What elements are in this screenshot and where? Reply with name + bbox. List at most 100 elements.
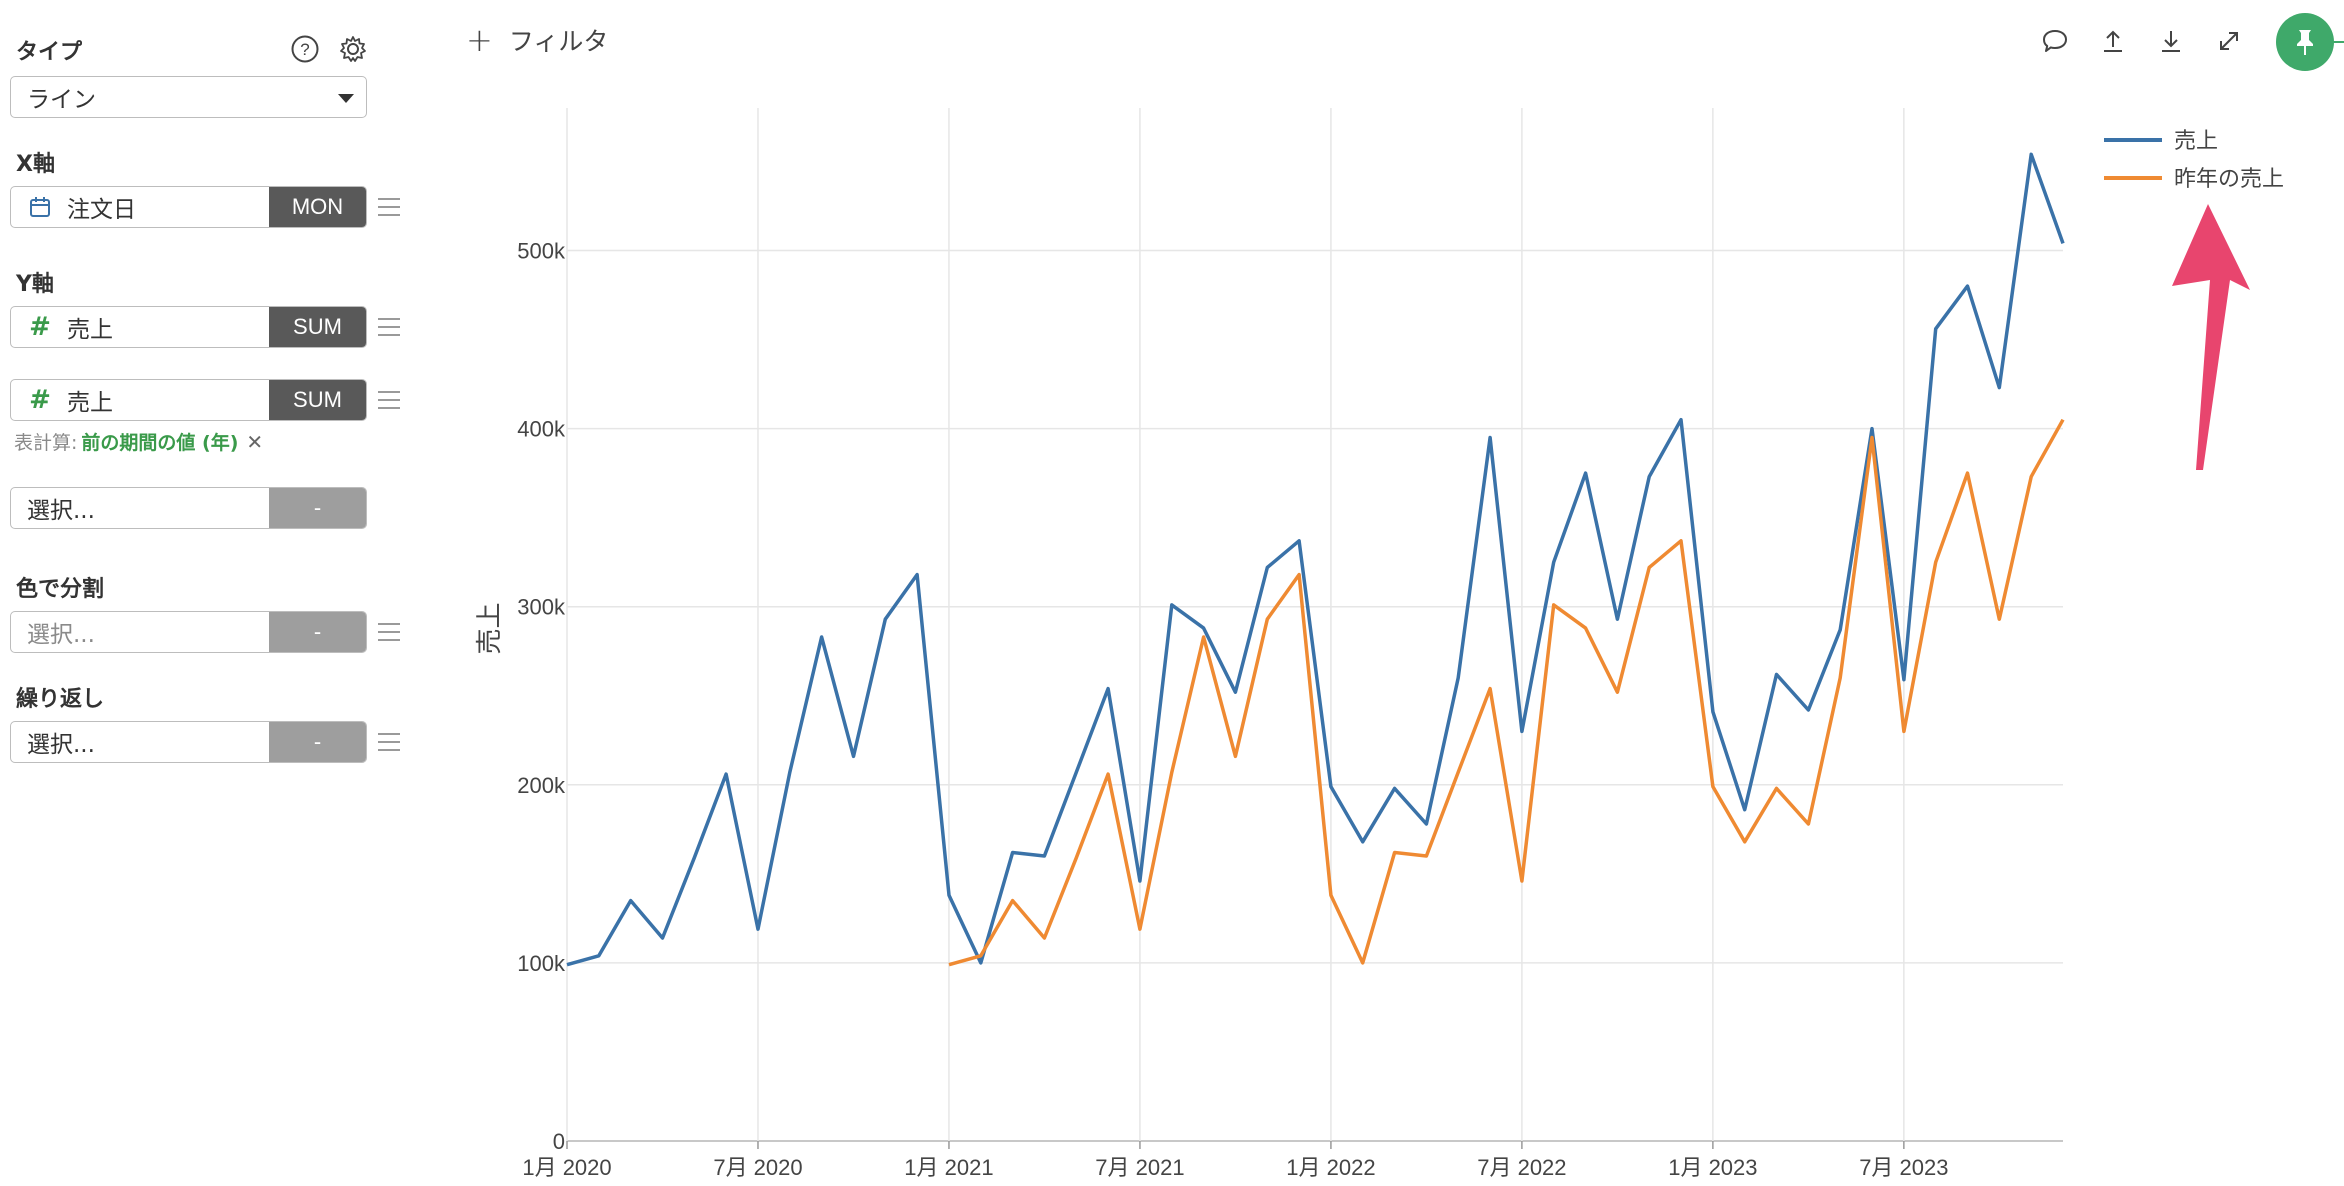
data-point[interactable] bbox=[2025, 148, 2037, 160]
y-axis-field-2-menu-icon[interactable] bbox=[378, 391, 400, 409]
comment-icon[interactable] bbox=[2038, 24, 2072, 58]
repeat-menu-icon[interactable] bbox=[378, 733, 400, 751]
data-point[interactable] bbox=[1898, 725, 1910, 737]
data-point[interactable] bbox=[1420, 850, 1432, 862]
data-point[interactable] bbox=[1293, 535, 1305, 547]
data-point[interactable] bbox=[1038, 850, 1050, 862]
data-point[interactable] bbox=[1166, 766, 1178, 778]
data-point[interactable] bbox=[816, 631, 828, 643]
data-point[interactable] bbox=[752, 923, 764, 935]
data-point[interactable] bbox=[1452, 672, 1464, 684]
data-point[interactable] bbox=[1484, 431, 1496, 443]
data-point[interactable] bbox=[1007, 895, 1019, 907]
data-point[interactable] bbox=[1643, 562, 1655, 574]
data-point[interactable] bbox=[1516, 875, 1528, 887]
data-point[interactable] bbox=[1802, 704, 1814, 716]
data-point[interactable] bbox=[1134, 875, 1146, 887]
y-axis-add-field[interactable]: 選択... - bbox=[10, 487, 367, 529]
data-point[interactable] bbox=[688, 852, 700, 864]
data-point[interactable] bbox=[1580, 622, 1592, 634]
data-point[interactable] bbox=[1357, 836, 1369, 848]
data-point[interactable] bbox=[1484, 683, 1496, 695]
remove-calculation-icon[interactable]: ✕ bbox=[246, 429, 264, 454]
data-point[interactable] bbox=[1070, 852, 1082, 864]
data-point[interactable] bbox=[2057, 414, 2069, 426]
data-point[interactable] bbox=[1739, 836, 1751, 848]
data-point[interactable] bbox=[1739, 804, 1751, 816]
data-point[interactable] bbox=[1102, 768, 1114, 780]
add-filter-button[interactable]: + フィルタ bbox=[466, 22, 608, 58]
color-split-aggregation[interactable]: - bbox=[269, 612, 366, 652]
data-point[interactable] bbox=[1038, 932, 1050, 944]
color-split-menu-icon[interactable] bbox=[378, 623, 400, 641]
data-point[interactable] bbox=[1611, 686, 1623, 698]
series-line-2[interactable] bbox=[948, 418, 2065, 967]
data-point[interactable] bbox=[1548, 599, 1560, 611]
repeat-aggregation[interactable]: - bbox=[269, 722, 366, 762]
data-point[interactable] bbox=[1389, 846, 1401, 858]
data-point[interactable] bbox=[1229, 686, 1241, 698]
data-point[interactable] bbox=[1866, 431, 1878, 443]
data-point[interactable] bbox=[975, 950, 987, 962]
data-point[interactable] bbox=[1675, 535, 1687, 547]
data-point[interactable] bbox=[1707, 781, 1719, 793]
data-point[interactable] bbox=[943, 959, 955, 971]
data-point[interactable] bbox=[1261, 562, 1273, 574]
expand-icon[interactable] bbox=[2212, 24, 2246, 58]
data-point[interactable] bbox=[625, 895, 637, 907]
data-point[interactable] bbox=[1070, 766, 1082, 778]
x-axis-aggregation[interactable]: MON bbox=[269, 187, 366, 227]
data-point[interactable] bbox=[1802, 818, 1814, 830]
y-axis-field-1-menu-icon[interactable] bbox=[378, 318, 400, 336]
data-point[interactable] bbox=[943, 889, 955, 901]
color-split-field[interactable]: 選択... - bbox=[10, 611, 367, 653]
chart-type-select[interactable]: ライン bbox=[10, 76, 367, 118]
data-point[interactable] bbox=[1707, 706, 1719, 718]
x-axis-field[interactable]: 注文日 MON bbox=[10, 186, 367, 228]
data-point[interactable] bbox=[656, 932, 668, 944]
upload-icon[interactable] bbox=[2096, 24, 2130, 58]
data-point[interactable] bbox=[1166, 599, 1178, 611]
data-point[interactable] bbox=[561, 959, 573, 971]
data-point[interactable] bbox=[1930, 556, 1942, 568]
data-point[interactable] bbox=[911, 569, 923, 581]
data-point[interactable] bbox=[1325, 889, 1337, 901]
data-point[interactable] bbox=[1007, 846, 1019, 858]
data-point[interactable] bbox=[1198, 631, 1210, 643]
data-point[interactable] bbox=[1420, 818, 1432, 830]
data-point[interactable] bbox=[1102, 683, 1114, 695]
data-point[interactable] bbox=[1261, 613, 1273, 625]
table-calculation-value[interactable]: 前の期間の値 (年) bbox=[81, 432, 239, 454]
x-axis-menu-icon[interactable] bbox=[378, 198, 400, 216]
legend-label[interactable]: 売上 bbox=[2174, 129, 2218, 154]
data-point[interactable] bbox=[1229, 750, 1241, 762]
data-point[interactable] bbox=[1675, 414, 1687, 426]
data-point[interactable] bbox=[720, 768, 732, 780]
y-axis-field-2-aggregation[interactable]: SUM bbox=[269, 380, 366, 420]
repeat-field[interactable]: 選択... - bbox=[10, 721, 367, 763]
help-icon[interactable]: ? bbox=[288, 32, 322, 66]
download-icon[interactable] bbox=[2154, 24, 2188, 58]
data-point[interactable] bbox=[1771, 782, 1783, 794]
data-point[interactable] bbox=[1293, 569, 1305, 581]
data-point[interactable] bbox=[1611, 613, 1623, 625]
data-point[interactable] bbox=[1134, 923, 1146, 935]
y-axis-field-1[interactable]: # 売上 SUM bbox=[10, 306, 367, 348]
y-axis-field-1-aggregation[interactable]: SUM bbox=[269, 307, 366, 347]
data-point[interactable] bbox=[1357, 957, 1369, 969]
data-point[interactable] bbox=[847, 750, 859, 762]
data-point[interactable] bbox=[1325, 781, 1337, 793]
data-point[interactable] bbox=[1516, 725, 1528, 737]
y-axis-add-aggregation[interactable]: - bbox=[269, 488, 366, 528]
gear-icon[interactable] bbox=[336, 32, 370, 66]
data-point[interactable] bbox=[1548, 556, 1560, 568]
data-point[interactable] bbox=[1389, 782, 1401, 794]
data-point[interactable] bbox=[879, 613, 891, 625]
data-point[interactable] bbox=[1962, 467, 1974, 479]
data-point[interactable] bbox=[593, 950, 605, 962]
data-point[interactable] bbox=[1643, 471, 1655, 483]
pin-button[interactable] bbox=[2276, 13, 2334, 71]
y-axis-field-2[interactable]: # 売上 SUM bbox=[10, 379, 367, 421]
series-line-1[interactable] bbox=[566, 152, 2065, 967]
data-point[interactable] bbox=[1993, 382, 2005, 394]
